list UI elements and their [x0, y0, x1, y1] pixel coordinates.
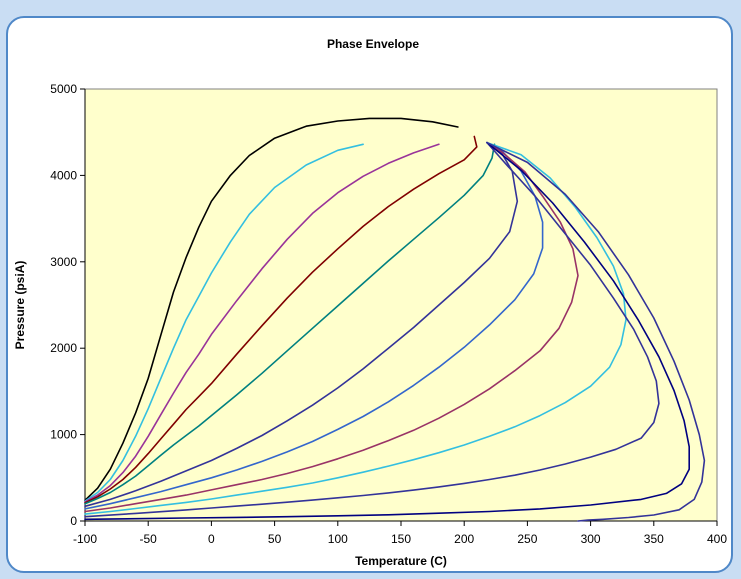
x-tick-label: 200: [454, 532, 474, 546]
x-tick-label: 400: [707, 532, 727, 546]
x-tick-label: -50: [140, 532, 158, 546]
y-tick-label: 5000: [50, 82, 77, 96]
series-line-3: [84, 143, 440, 503]
y-axis-title: Pressure (psiA): [13, 261, 27, 350]
y-tick-label: 2000: [50, 341, 77, 355]
series-line-11: [84, 141, 691, 521]
x-tick-label: -100: [73, 532, 97, 546]
x-tick-label: 50: [268, 532, 282, 546]
series-line-6: [84, 141, 519, 508]
series-line-2: [84, 143, 364, 502]
x-tick-label: 300: [581, 532, 601, 546]
y-tick-label: 4000: [50, 168, 77, 182]
series-group: [84, 117, 706, 522]
chart-panel: Phase Envelope 0 1000 2000 3000 4000 5000 -10…: [6, 16, 733, 573]
series-line-9: [84, 141, 627, 515]
x-tick-label: 250: [517, 532, 537, 546]
x-tick-label: 0: [208, 532, 215, 546]
series-line-4: [84, 135, 478, 504]
series-line-7: [84, 141, 544, 510]
series-line-1: [84, 117, 459, 502]
y-tick-label: 1000: [50, 428, 77, 442]
series-line-12: [486, 141, 706, 522]
series-line-5: [84, 143, 496, 505]
x-axis-title: Temperature (C): [355, 554, 447, 568]
x-axis: -100 -50 0 50 100 150 200 250 300 350 400: [73, 520, 727, 546]
x-tick-label: 100: [328, 532, 348, 546]
y-tick-label: 3000: [50, 255, 77, 269]
y-tick-label: 0: [70, 514, 77, 528]
x-tick-label: 350: [644, 532, 664, 546]
plot-area: [84, 88, 718, 522]
y-axis: 0 1000 2000 3000 4000 5000: [50, 82, 86, 528]
chart-title: Phase Envelope: [327, 37, 419, 51]
x-tick-label: 150: [391, 532, 411, 546]
series-line-10: [84, 141, 660, 518]
